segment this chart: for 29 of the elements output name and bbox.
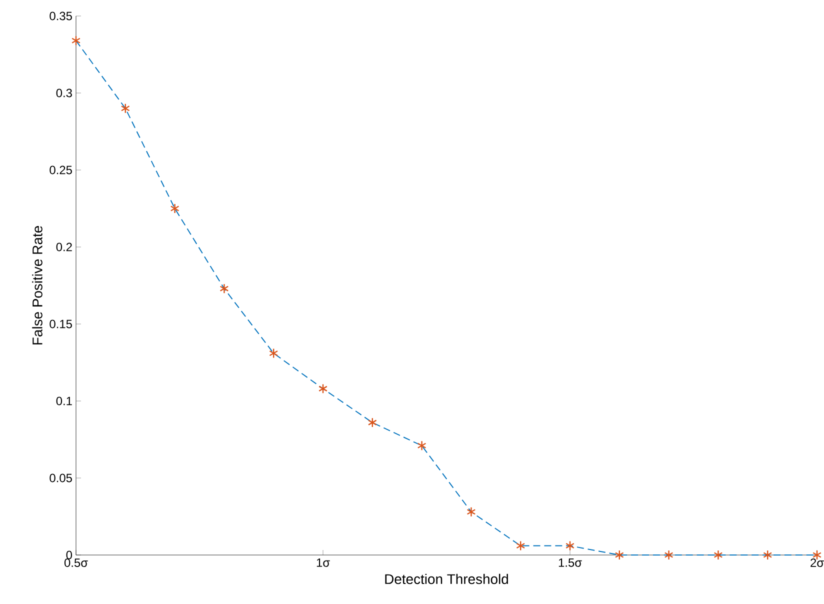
point: [120, 103, 130, 114]
y-tick-label: 0.25: [50, 166, 72, 174]
y-tick-label: 0: [66, 550, 72, 560]
point: [220, 284, 229, 294]
point: [368, 417, 377, 428]
point: [763, 550, 772, 560]
x-axis-title: Detection Threshold: [385, 574, 508, 584]
x-tick-label: 2σ: [810, 558, 824, 567]
point: [614, 550, 624, 560]
point: [516, 540, 526, 551]
point: [714, 550, 723, 560]
y-tick-label: 0.15: [50, 320, 72, 328]
y-tick-label: 0.3: [56, 88, 72, 98]
y-axis-title: False Positive Rate: [32, 226, 42, 344]
point: [566, 540, 574, 551]
x-tick-label: 0.5σ: [64, 558, 88, 567]
point: [417, 440, 426, 451]
y-tick-label: 0.1: [56, 396, 72, 406]
y-tick-label: 0.05: [50, 474, 72, 482]
y-tick-label: 0.2: [56, 242, 72, 252]
y-tick-label: 0.35: [50, 12, 72, 20]
point: [664, 550, 674, 560]
point: [269, 348, 278, 358]
x-tick-label: 1σ: [316, 558, 330, 567]
point: [170, 203, 180, 214]
point: [72, 36, 80, 46]
point: [318, 384, 328, 394]
point: [466, 506, 476, 517]
x-tick-label: 1.5σ: [558, 558, 582, 567]
